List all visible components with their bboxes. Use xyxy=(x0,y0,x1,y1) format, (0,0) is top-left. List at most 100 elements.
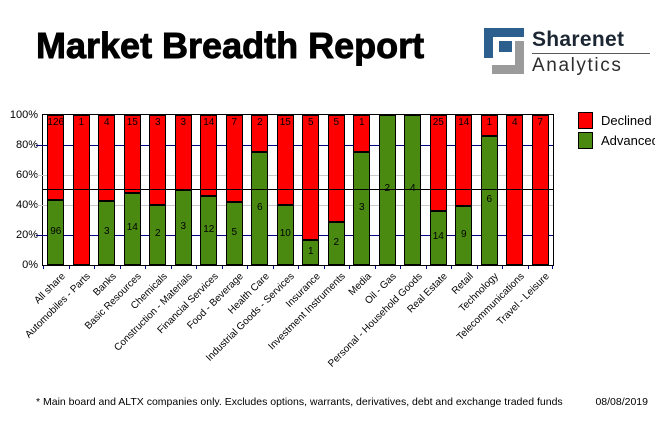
sharenet-logo-text: Sharenet Analytics xyxy=(532,28,650,77)
x-tickmark xyxy=(477,266,478,269)
gridline-80 xyxy=(36,144,553,146)
gridline-20 xyxy=(36,234,553,236)
bar-advanced-4 xyxy=(149,205,167,265)
bar-advanced-3 xyxy=(123,193,141,265)
x-tickmark xyxy=(324,266,325,269)
value-declined-0: 126 xyxy=(47,117,65,128)
legend-label-declined: Declined xyxy=(601,113,652,128)
x-tickmark xyxy=(451,266,452,269)
bar-declined-9 xyxy=(276,115,294,205)
y-axis-label: 40% xyxy=(15,199,38,211)
report-date: 08/08/2019 xyxy=(595,396,648,408)
x-tickmark xyxy=(349,266,350,269)
bar-declined-0 xyxy=(47,115,65,200)
value-advanced-11: 2 xyxy=(333,236,340,248)
y-axis-label: 100% xyxy=(9,109,38,121)
bar-declined-11 xyxy=(327,115,345,222)
value-declined-8: 2 xyxy=(256,117,263,128)
bar-advanced-15 xyxy=(429,211,447,265)
bar-declined-6 xyxy=(200,115,218,196)
value-advanced-15: 14 xyxy=(432,231,444,242)
value-declined-5: 3 xyxy=(180,117,187,128)
x-tickmark xyxy=(400,266,401,269)
bar-declined-4 xyxy=(149,115,167,205)
bar-advanced-2 xyxy=(98,201,116,265)
bar-declined-7 xyxy=(225,115,243,202)
x-tickmark xyxy=(528,266,529,269)
value-advanced-0: 96 xyxy=(50,225,62,237)
bar-advanced-12 xyxy=(353,152,371,265)
chart-plot-area: 126 96 1 4 3 15 14 3 2 3 3 14 12 7 5 2 6 15 10 5 1 5 2 1 3 2 4 25 14… xyxy=(36,114,554,269)
page-title: Market Breadth Report xyxy=(36,25,425,67)
x-tickmark xyxy=(273,266,274,269)
bar-advanced-8 xyxy=(251,152,269,265)
bar-advanced-17 xyxy=(480,136,498,265)
bar-advanced-14 xyxy=(404,115,422,265)
x-tickmark xyxy=(552,266,553,269)
value-declined-7: 7 xyxy=(231,117,238,128)
value-declined-16: 14 xyxy=(458,117,470,128)
bar-advanced-7 xyxy=(225,202,243,265)
logo-brand-name: Sharenet xyxy=(532,28,625,51)
reference-line-50pct xyxy=(43,189,553,190)
value-advanced-16: 9 xyxy=(460,228,467,240)
advanced-swatch-icon xyxy=(578,132,593,149)
value-advanced-13: 2 xyxy=(384,183,391,194)
value-advanced-7: 5 xyxy=(231,226,238,238)
x-tickmark xyxy=(43,266,44,269)
bar-declined-16 xyxy=(455,115,473,206)
legend-item-declined: Declined xyxy=(578,112,655,129)
bar-declined-19 xyxy=(531,115,549,265)
sharenet-logo-icon xyxy=(484,28,524,74)
y-axis-label: 80% xyxy=(15,139,38,151)
value-declined-10: 5 xyxy=(307,117,314,128)
x-tickmark xyxy=(94,266,95,269)
bar-advanced-10 xyxy=(302,240,320,265)
x-tickmark xyxy=(69,266,70,269)
x-tickmark xyxy=(196,266,197,269)
bar-advanced-9 xyxy=(276,205,294,265)
value-declined-4: 3 xyxy=(154,117,161,128)
value-declined-19: 7 xyxy=(537,117,544,128)
x-tickmark xyxy=(298,266,299,269)
value-declined-3: 15 xyxy=(126,117,138,128)
bar-declined-15 xyxy=(429,115,447,211)
value-advanced-8: 6 xyxy=(256,201,263,213)
gridline-60 xyxy=(36,174,553,176)
bar-advanced-16 xyxy=(455,206,473,265)
sharenet-logo: Sharenet Analytics xyxy=(484,28,650,77)
x-axis-labels: All share Automobiles - Parts Banks Basic R… xyxy=(24,266,553,396)
bar-advanced-5 xyxy=(174,190,192,265)
value-advanced-6: 12 xyxy=(203,223,215,235)
gridline-40 xyxy=(36,204,553,206)
value-advanced-12: 3 xyxy=(358,201,365,213)
y-axis-label: 0% xyxy=(22,259,38,271)
logo-product-name: Analytics xyxy=(532,55,623,76)
x-tickmark xyxy=(120,266,121,269)
footnote: * Main board and ALTX companies only. Ex… xyxy=(36,396,563,408)
logo-divider xyxy=(532,53,650,54)
value-advanced-4: 2 xyxy=(154,228,161,239)
x-tickmark xyxy=(145,266,146,269)
y-axis-label: 20% xyxy=(15,229,38,241)
value-advanced-2: 3 xyxy=(103,226,110,237)
bar-declined-8 xyxy=(251,115,269,152)
legend-label-advanced: Advanced xyxy=(601,133,655,148)
value-declined-17: 1 xyxy=(486,117,493,128)
value-advanced-3: 14 xyxy=(126,222,138,233)
value-declined-6: 14 xyxy=(203,117,215,128)
value-advanced-10: 1 xyxy=(307,245,314,257)
bar-advanced-11 xyxy=(327,222,345,265)
value-advanced-5: 3 xyxy=(180,220,187,232)
legend-item-advanced: Advanced xyxy=(578,132,655,149)
value-advanced-17: 6 xyxy=(486,193,493,205)
value-declined-1: 1 xyxy=(78,117,85,128)
value-advanced-9: 10 xyxy=(279,228,291,239)
x-tickmark xyxy=(375,266,376,269)
bar-advanced-13 xyxy=(378,115,396,265)
bar-declined-2 xyxy=(98,115,116,201)
x-tickmark xyxy=(426,266,427,269)
bar-declined-18 xyxy=(506,115,524,265)
value-declined-12: 1 xyxy=(358,117,365,128)
